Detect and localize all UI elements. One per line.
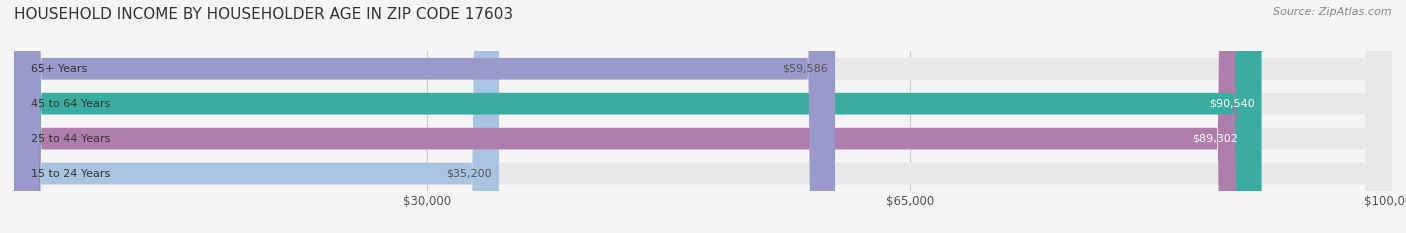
Text: 15 to 24 Years: 15 to 24 Years <box>31 169 110 178</box>
FancyBboxPatch shape <box>14 0 499 233</box>
FancyBboxPatch shape <box>14 0 835 233</box>
FancyBboxPatch shape <box>14 0 1392 233</box>
Text: $59,586: $59,586 <box>783 64 828 74</box>
FancyBboxPatch shape <box>14 0 1392 233</box>
Text: Source: ZipAtlas.com: Source: ZipAtlas.com <box>1274 7 1392 17</box>
FancyBboxPatch shape <box>14 0 1244 233</box>
Text: 25 to 44 Years: 25 to 44 Years <box>31 134 110 144</box>
Text: 65+ Years: 65+ Years <box>31 64 87 74</box>
Text: $90,540: $90,540 <box>1209 99 1254 109</box>
FancyBboxPatch shape <box>14 0 1392 233</box>
Text: 45 to 64 Years: 45 to 64 Years <box>31 99 110 109</box>
Text: $89,302: $89,302 <box>1192 134 1237 144</box>
Text: $35,200: $35,200 <box>447 169 492 178</box>
Text: HOUSEHOLD INCOME BY HOUSEHOLDER AGE IN ZIP CODE 17603: HOUSEHOLD INCOME BY HOUSEHOLDER AGE IN Z… <box>14 7 513 22</box>
FancyBboxPatch shape <box>14 0 1261 233</box>
FancyBboxPatch shape <box>14 0 1392 233</box>
